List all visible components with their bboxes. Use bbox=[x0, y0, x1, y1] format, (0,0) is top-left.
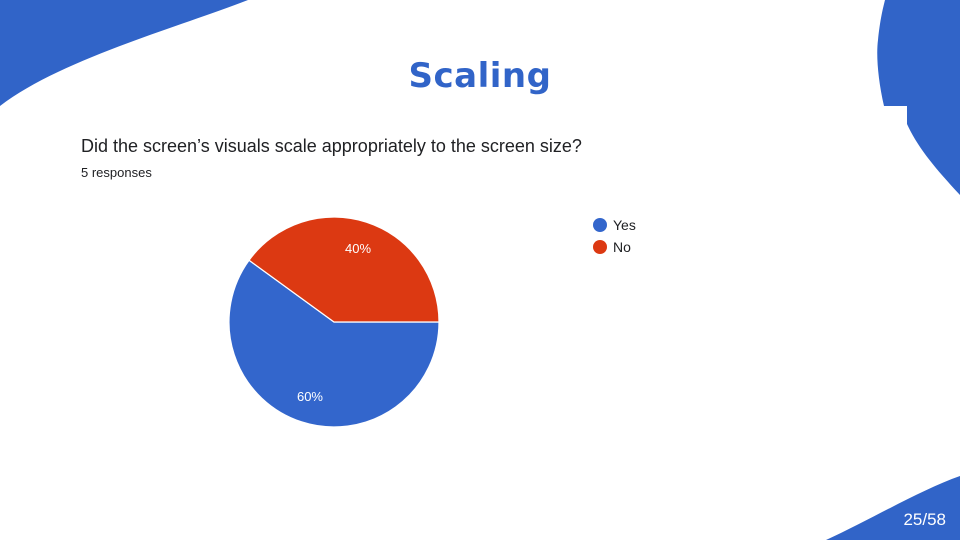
chart-legend: Yes No bbox=[593, 214, 636, 258]
page-number: 25/58 bbox=[903, 510, 946, 529]
pie-slice-yes bbox=[228, 259, 440, 428]
slide-title: Scaling bbox=[408, 56, 552, 96]
legend-swatch-yes bbox=[593, 218, 607, 232]
response-count: 5 responses bbox=[81, 165, 152, 180]
question-text: Did the screen’s visuals scale appropria… bbox=[81, 136, 582, 156]
legend-item-no: No bbox=[593, 236, 636, 258]
pie-label-yes: 60% bbox=[297, 389, 323, 404]
pie-slice-no bbox=[248, 216, 440, 323]
legend-swatch-no bbox=[593, 240, 607, 254]
legend-label-yes: Yes bbox=[613, 217, 636, 233]
legend-item-yes: Yes bbox=[593, 214, 636, 236]
pie-label-no: 40% bbox=[345, 241, 371, 256]
legend-label-no: No bbox=[613, 239, 631, 255]
